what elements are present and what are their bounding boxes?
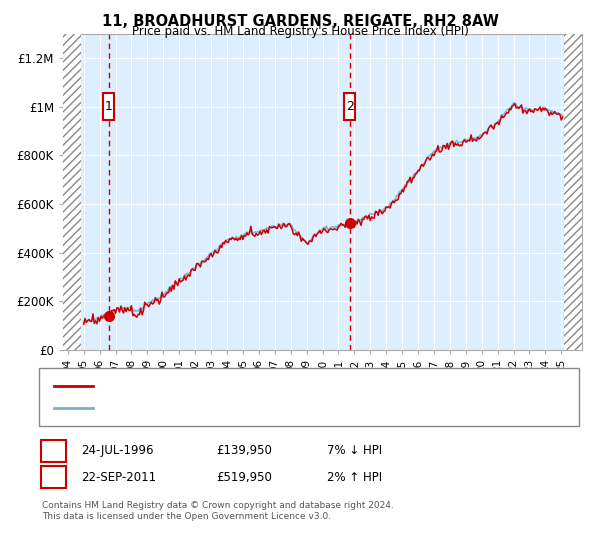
Text: 1: 1 bbox=[104, 100, 112, 113]
Text: 22-SEP-2011: 22-SEP-2011 bbox=[81, 470, 156, 484]
Bar bbox=[63, 34, 82, 350]
Text: 7% ↓ HPI: 7% ↓ HPI bbox=[327, 444, 382, 458]
Text: 2% ↑ HPI: 2% ↑ HPI bbox=[327, 470, 382, 484]
FancyBboxPatch shape bbox=[344, 93, 355, 120]
Text: 1: 1 bbox=[49, 444, 58, 458]
Text: Price paid vs. HM Land Registry's House Price Index (HPI): Price paid vs. HM Land Registry's House … bbox=[131, 25, 469, 38]
Bar bbox=[563, 34, 587, 350]
Text: 2: 2 bbox=[49, 470, 58, 484]
Text: HPI: Average price, detached house, Reigate and Banstead: HPI: Average price, detached house, Reig… bbox=[99, 403, 422, 413]
FancyBboxPatch shape bbox=[103, 93, 114, 120]
Text: £139,950: £139,950 bbox=[216, 444, 272, 458]
Text: 24-JUL-1996: 24-JUL-1996 bbox=[81, 444, 154, 458]
Text: 2: 2 bbox=[346, 100, 354, 113]
Text: Contains HM Land Registry data © Crown copyright and database right 2024.
This d: Contains HM Land Registry data © Crown c… bbox=[42, 501, 394, 521]
Text: 11, BROADHURST GARDENS, REIGATE, RH2 8AW (detached house): 11, BROADHURST GARDENS, REIGATE, RH2 8AW… bbox=[99, 381, 464, 391]
Text: £519,950: £519,950 bbox=[216, 470, 272, 484]
Text: 11, BROADHURST GARDENS, REIGATE, RH2 8AW: 11, BROADHURST GARDENS, REIGATE, RH2 8AW bbox=[101, 14, 499, 29]
